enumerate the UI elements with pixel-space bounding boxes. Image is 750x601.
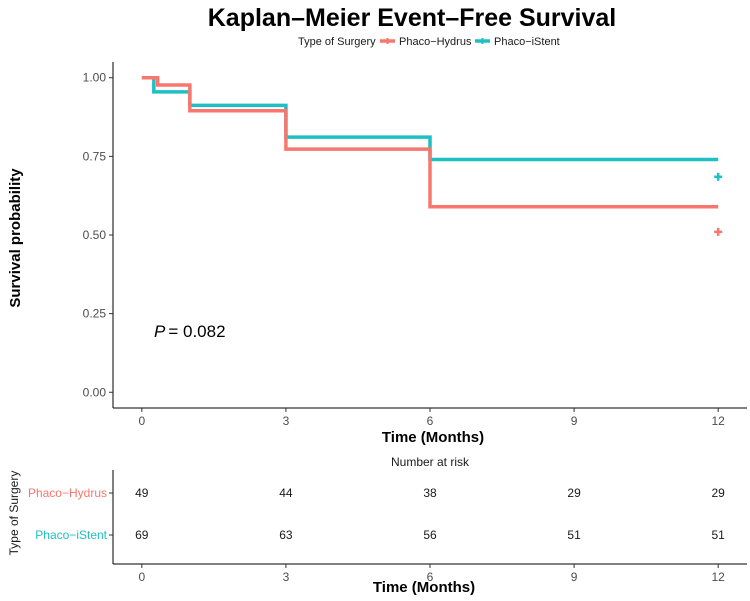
survival-curve-istent [141,75,719,162]
risk-table-x-title: Time (Months) [373,579,475,596]
y-tick-label: 1.00 [83,71,107,85]
legend-title: Type of Surgery [298,36,376,48]
survival-plot: 0.00 0.25 0.50 0.75 1.00 0 3 6 9 12 [83,62,747,428]
x-tick-label: 9 [571,414,578,428]
risk-row-label: Phaco−iStent [35,528,107,542]
risk-x-tick-label: 3 [283,570,290,584]
y-axis-title: Survival probability [7,168,24,308]
y-tick-label: 0.25 [83,307,107,321]
legend-label: Phaco−Hydrus [399,36,472,48]
censor-mark-istent [714,172,723,181]
p-value-annotation: P = 0.082 [154,322,226,341]
risk-table-title: Number at risk [391,455,470,469]
risk-cell: 51 [567,528,581,542]
y-tick-label: 0.00 [83,385,107,399]
survival-curve-hydrus [141,75,719,209]
x-axis-title: Time (Months) [382,429,484,446]
risk-x-tick-label: 9 [571,570,578,584]
y-tick-label: 0.50 [83,228,107,242]
chart-title: Kaplan–Meier Event–Free Survival [208,4,617,32]
p-value-label: P [154,322,166,341]
risk-cell: 69 [135,528,149,542]
risk-cell: 29 [712,486,726,500]
censor-mark-hydrus [714,227,723,236]
x-tick-label: 6 [427,414,434,428]
risk-x-tick-label: 0 [138,570,145,584]
p-value-text: = 0.082 [168,322,225,341]
risk-table: Number at risk Type of Surgery Time (Mon… [7,455,747,596]
risk-cell: 29 [567,486,581,500]
risk-x-tick-label: 6 [427,570,434,584]
risk-cell: 49 [135,486,149,500]
x-tick-label: 12 [712,414,726,428]
x-tick-label: 3 [283,414,290,428]
risk-row-label: Phaco−Hydrus [28,486,107,500]
legend-label: Phaco−iStent [494,36,560,48]
risk-cell: 51 [712,528,726,542]
legend: Type of Surgery Phaco−Hydrus Phaco−iStent [298,36,560,48]
y-tick-label: 0.75 [83,149,107,163]
risk-cell: 56 [423,528,437,542]
risk-table-y-title: Type of Surgery [7,471,21,556]
x-tick-label: 0 [138,414,145,428]
risk-cell: 63 [279,528,293,542]
risk-cell: 38 [423,486,437,500]
risk-x-tick-label: 12 [712,570,726,584]
risk-cell: 44 [279,486,293,500]
